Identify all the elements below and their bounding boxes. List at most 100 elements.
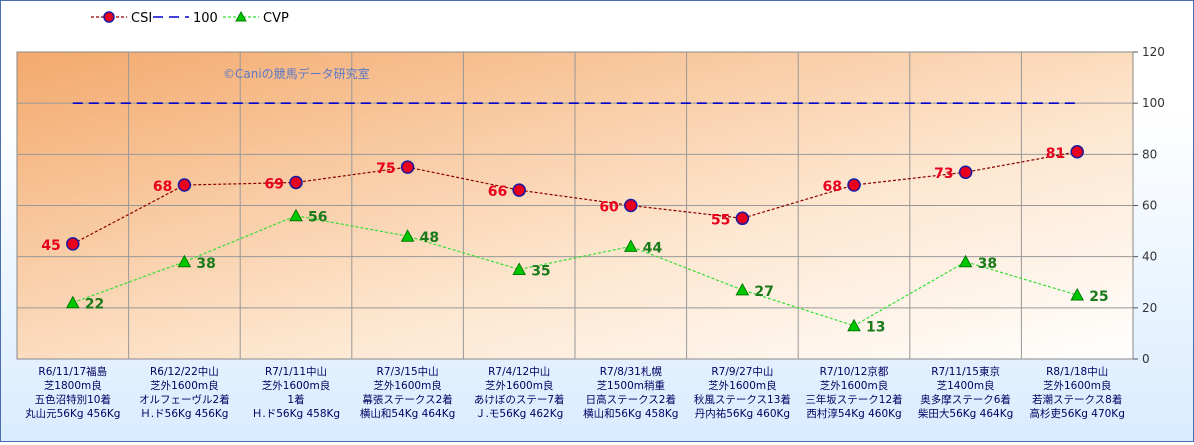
x-tick-label-line: R7/8/31札幌 <box>600 365 663 378</box>
x-tick-label-line: オルフェーヴル2着 <box>139 393 230 406</box>
legend: CSI 100 CVP <box>91 10 289 26</box>
data-point <box>958 165 973 179</box>
x-tick-label-line: R6/12/22中山 <box>150 365 219 378</box>
data-label: 22 <box>85 297 104 313</box>
legend-item-cvp: CVP <box>223 10 289 26</box>
x-tick-label-line: あけぼのステー7着 <box>474 393 565 406</box>
data-point <box>66 237 80 251</box>
data-label: 81 <box>1046 146 1065 162</box>
data-point <box>512 262 527 275</box>
x-tick-label-line: R7/3/15中山 <box>377 365 439 378</box>
legend-label: 100 <box>193 11 218 26</box>
y-tick-label: 100 <box>1142 96 1165 110</box>
x-tick-label-line: Ｈ.ド56Kg 456Kg <box>140 408 228 420</box>
series-cvp: 22 38 56 48 35 44 27 13 38 25 <box>65 208 1109 336</box>
x-tick-label-line: 芝外1600m良 <box>820 379 888 392</box>
data-label: 38 <box>978 256 997 272</box>
x-tick-label-line: 芝外1600m良 <box>1043 379 1111 392</box>
data-label: 56 <box>308 210 327 226</box>
data-label: 38 <box>196 256 215 272</box>
data-point <box>512 183 526 197</box>
x-tick-label-line: 芝外1600m良 <box>150 379 218 392</box>
watermark: ©Caniの競馬データ研究室 <box>223 66 370 81</box>
x-tick-label-line: 丹内祐56Kg 460Kg <box>695 407 790 420</box>
x-tick-label-line: 芝1500m稍重 <box>597 379 665 392</box>
data-label: 68 <box>153 179 172 195</box>
data-point <box>177 178 192 192</box>
x-tick-label-line: Ｈ.ド56Kg 458Kg <box>252 408 340 420</box>
y-tick-label: 120 <box>1142 45 1165 59</box>
legend-item-csi: CSI <box>91 11 152 26</box>
data-label: 45 <box>41 238 60 254</box>
x-tick-label-line: 丸山元56Kg 456Kg <box>25 407 120 420</box>
data-label: 25 <box>1089 289 1108 305</box>
data-point <box>289 208 303 222</box>
data-label: 69 <box>265 176 284 192</box>
x-tick-label-line: R6/11/17福島 <box>38 365 107 378</box>
data-point <box>735 282 750 296</box>
data-point <box>1070 287 1085 301</box>
x-tick-label-line: Ｊ.モ56Kg 462Kg <box>475 408 563 420</box>
data-point <box>400 160 415 174</box>
legend-label: CVP <box>263 11 289 26</box>
series-line <box>72 151 1078 245</box>
legend-marker <box>235 10 247 22</box>
y-tick-label: 20 <box>1142 301 1157 315</box>
data-label: 73 <box>934 166 953 182</box>
series-layer: 45 68 69 75 66 60 55 68 73 81 22 38 56 48 35 44 27 13 38 25 <box>41 102 1109 336</box>
x-tick-label-line: 1着 <box>287 393 304 406</box>
data-point <box>623 239 638 252</box>
x-tick-label-line: 五色沼特別10着 <box>35 393 111 406</box>
data-point <box>65 295 80 309</box>
x-tick-label-line: 芝外1600m良 <box>262 379 330 392</box>
x-tick-label-line: 横山和54Kg 464Kg <box>360 407 455 420</box>
data-point <box>177 254 192 268</box>
data-point <box>624 198 638 213</box>
x-tick-label-line: R8/1/18中山 <box>1046 365 1108 378</box>
x-tick-label-line: R7/1/11中山 <box>265 365 327 378</box>
x-tick-label-line: 高杉吏56Kg 470Kg <box>1030 407 1125 420</box>
y-tick-label: 0 <box>1142 352 1150 366</box>
x-tick-label-line: R7/9/27中山 <box>711 365 773 378</box>
x-tick-label-line: 秋風ステークス13着 <box>694 393 791 406</box>
y-tick-label: 40 <box>1142 250 1157 264</box>
x-tick-label-line: 横山和56Kg 458Kg <box>583 407 678 420</box>
x-tick-label-line: R7/11/15東京 <box>931 365 1000 378</box>
data-point <box>847 318 861 332</box>
data-label: 75 <box>376 161 395 177</box>
x-tick-label-line: 奥多摩ステーク6着 <box>920 393 1011 406</box>
data-label: 35 <box>531 263 550 279</box>
x-tick-label-line: R7/4/12中山 <box>488 365 550 378</box>
data-label: 48 <box>420 230 439 246</box>
data-label: 55 <box>711 212 730 228</box>
data-label: 68 <box>823 179 842 195</box>
data-point <box>400 229 415 242</box>
data-point <box>1070 145 1084 159</box>
x-tick-label-line: 西村淳54Kg 460Kg <box>806 407 901 420</box>
x-tick-label-line: 日高ステークス2着 <box>586 393 676 406</box>
series-line <box>72 215 1078 327</box>
data-point <box>847 178 861 192</box>
x-tick-label-line: R7/10/12京都 <box>820 365 889 378</box>
x-tick-label-line: 若潮ステークス8着 <box>1032 393 1122 406</box>
x-tick-label-line: 柴田大56Kg 464Kg <box>918 407 1013 420</box>
y-axis: 0 20 40 60 80 100 120 <box>1133 45 1165 366</box>
x-tick-label-line: 芝1800m良 <box>44 379 102 392</box>
y-tick-label: 80 <box>1142 147 1157 161</box>
data-label: 27 <box>754 284 773 300</box>
data-label: 13 <box>866 320 885 336</box>
legend-marker <box>103 11 115 23</box>
x-tick-label-line: 芝外1600m良 <box>708 379 776 392</box>
